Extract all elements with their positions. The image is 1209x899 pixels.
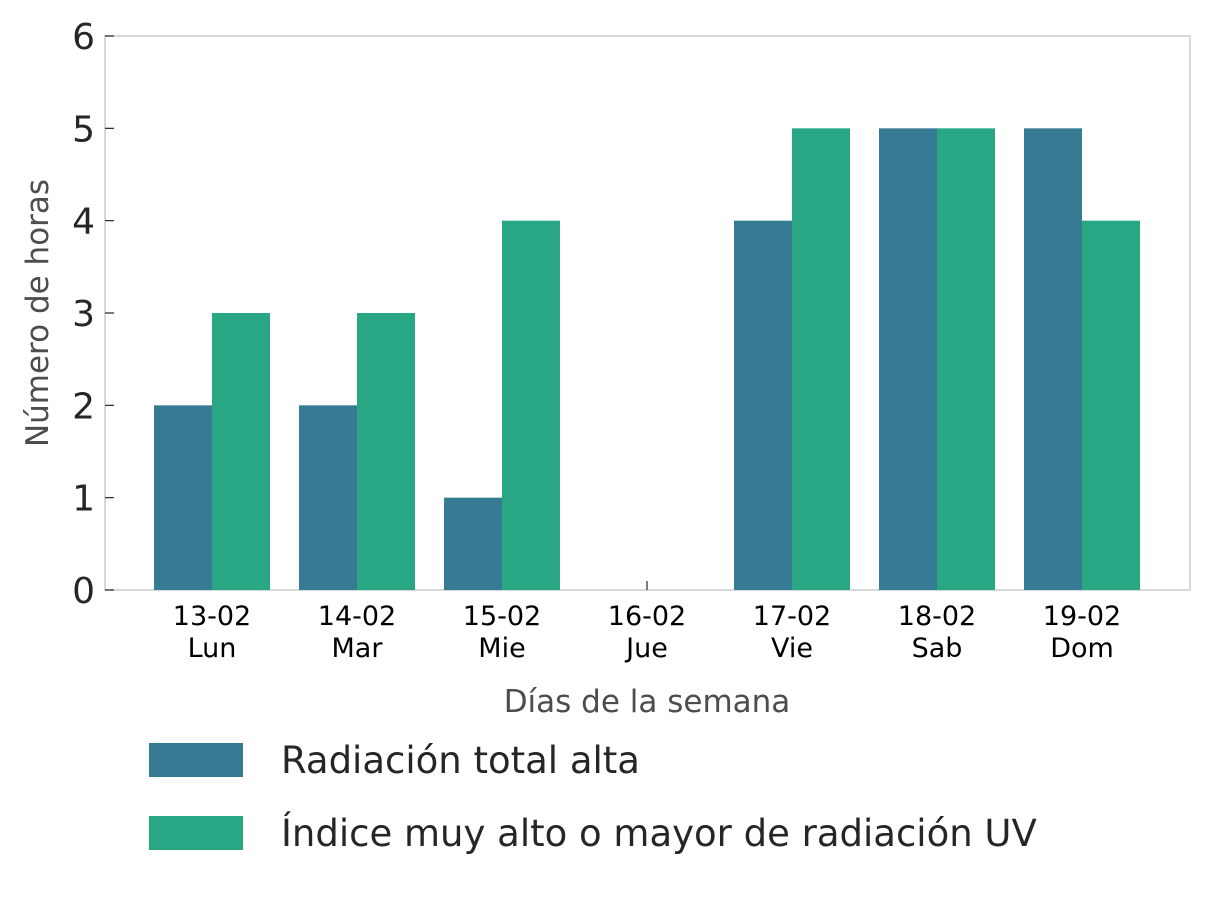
x-tick-label-line: Dom xyxy=(1050,633,1114,664)
x-tick-label-line: Mie xyxy=(478,633,525,664)
x-tick-label-line: 17-02 xyxy=(753,601,831,632)
x-tick-label-line: 15-02 xyxy=(463,601,541,632)
x-tick-label-line: 14-02 xyxy=(318,601,396,632)
bar-radiacion-total xyxy=(879,128,937,591)
y-axis-label: Número de horas xyxy=(20,179,56,447)
y-tick-label: 6 xyxy=(72,17,95,58)
x-tick-label: 18-02 Sab xyxy=(898,601,976,664)
x-tick-label-line: 13-02 xyxy=(173,601,251,632)
x-tick-label-line: Sab xyxy=(912,633,963,664)
legend: Radiación total alta Índice muy alto o ma… xyxy=(149,739,1037,855)
legend-label: Radiación total alta xyxy=(281,739,640,782)
y-tick-label: 5 xyxy=(72,109,95,150)
bar-indice-uv xyxy=(357,313,415,590)
x-tick-label: 16-02 Jue xyxy=(608,601,686,664)
x-tick-label-line: Jue xyxy=(624,633,668,664)
y-tick-label: 4 xyxy=(72,202,95,243)
x-tick-label: 13-02 Lun xyxy=(173,601,251,664)
y-tick-label: 1 xyxy=(72,479,95,520)
bar-radiacion-total xyxy=(154,405,212,590)
x-tick-label: 19-02 Dom xyxy=(1043,601,1121,664)
bar-radiacion-total xyxy=(444,497,502,590)
y-tick-label: 3 xyxy=(72,294,95,335)
x-tick-label-line: 19-02 xyxy=(1043,601,1121,632)
legend-label: Índice muy alto o mayor de radiación UV xyxy=(281,811,1037,855)
legend-swatch xyxy=(149,816,243,850)
x-tick-label-line: 18-02 xyxy=(898,601,976,632)
x-tick-label-line: 16-02 xyxy=(608,601,686,632)
y-axis-ticks: 0 1 2 3 4 5 6 xyxy=(72,17,114,612)
x-tick-label: 14-02 Mar xyxy=(318,601,396,664)
x-tick-label: 15-02 Mie xyxy=(463,601,541,664)
x-tick-label: 17-02 Vie xyxy=(753,601,831,664)
x-axis-label: Días de la semana xyxy=(504,684,791,720)
bar-indice-uv xyxy=(212,313,270,590)
y-tick-label: 2 xyxy=(72,386,95,427)
x-tick-label-line: Vie xyxy=(771,633,813,664)
bar-radiacion-total xyxy=(1024,128,1082,591)
bar-radiacion-total xyxy=(299,405,357,590)
x-axis-ticks: 13-02 Lun 14-02 Mar 15-02 Mie 16-02 Jue 17-02 Vie… xyxy=(173,581,1121,664)
bar-radiacion-total xyxy=(734,220,792,590)
bar-indice-uv xyxy=(502,220,560,590)
x-tick-label-line: Mar xyxy=(332,633,384,664)
bar-indice-uv xyxy=(937,128,995,591)
y-tick-label: 0 xyxy=(72,571,95,612)
bar-indice-uv xyxy=(1082,220,1140,590)
bars xyxy=(154,128,1140,591)
legend-swatch xyxy=(149,743,243,777)
x-tick-label-line: Lun xyxy=(188,633,237,664)
bar-indice-uv xyxy=(792,128,850,591)
